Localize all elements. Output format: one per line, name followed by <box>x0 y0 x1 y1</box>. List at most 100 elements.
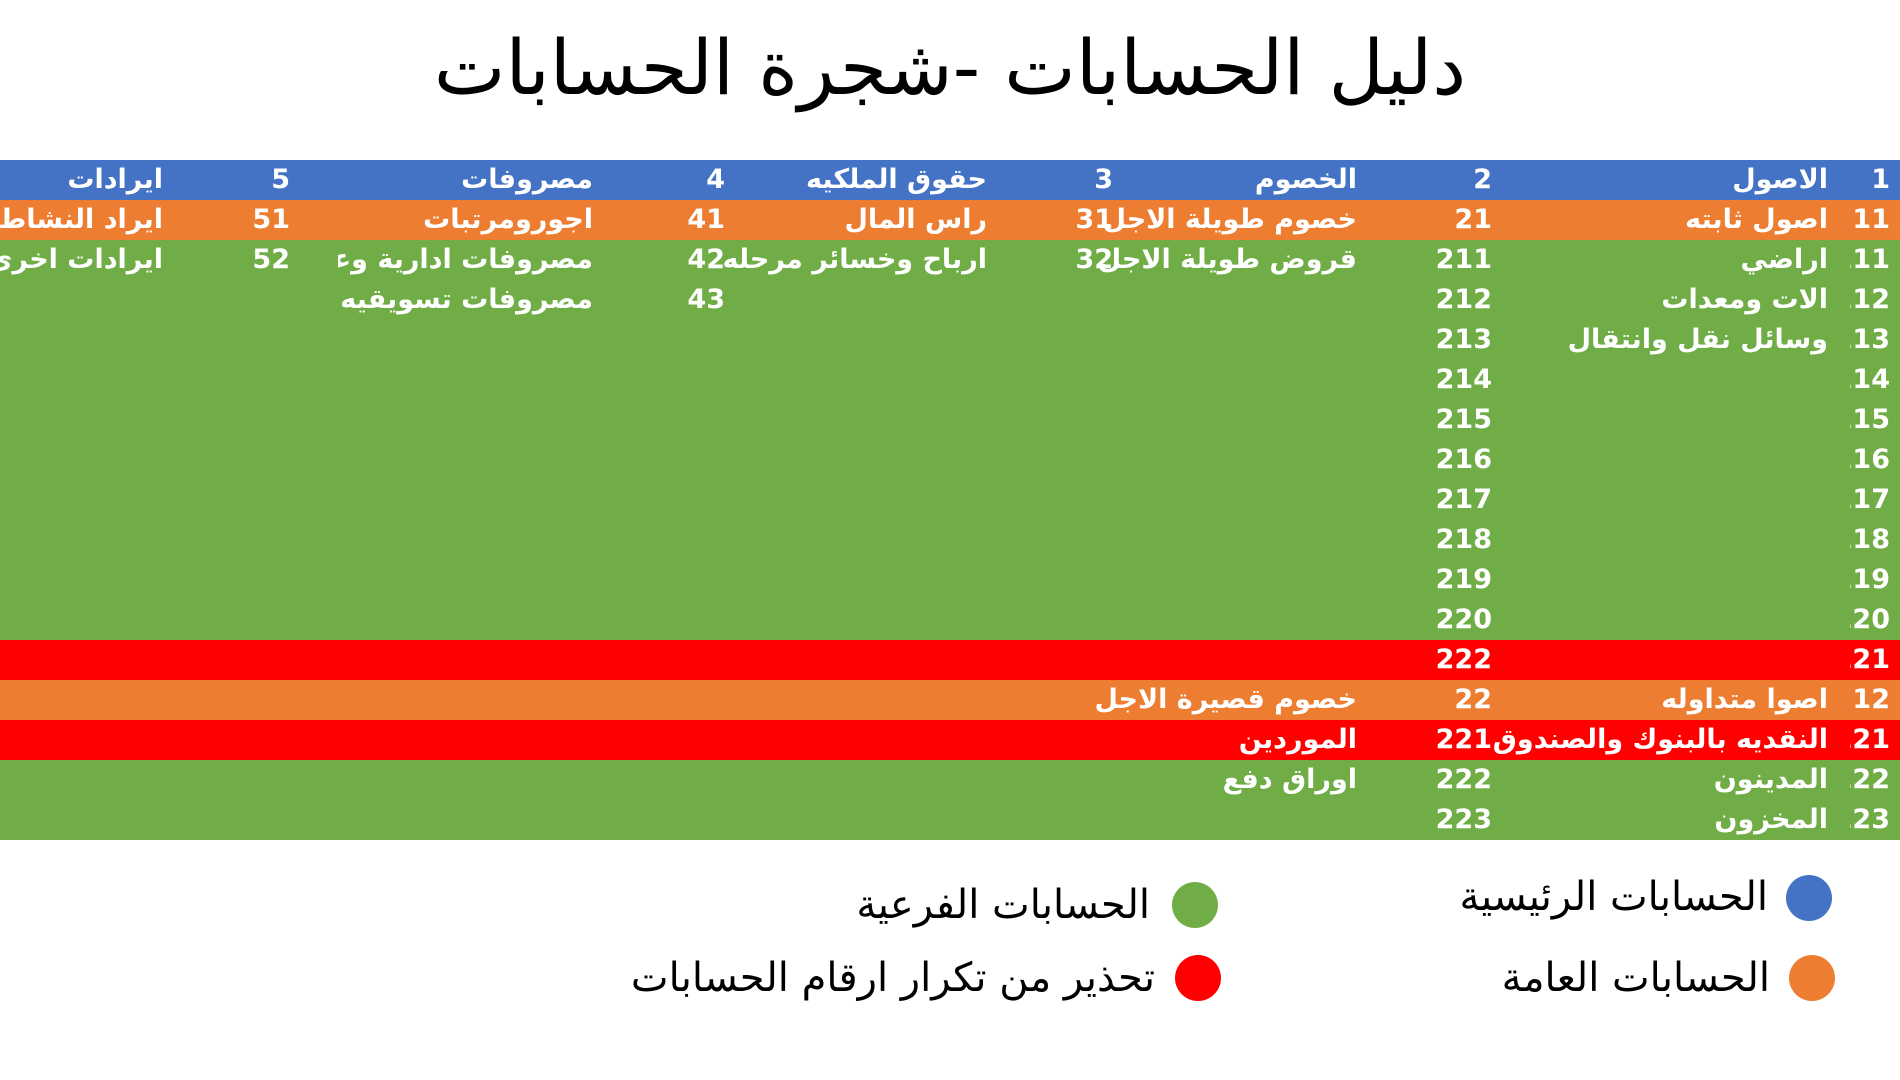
account-name: راس المال <box>844 204 987 235</box>
account-name <box>0 360 163 400</box>
account-name <box>0 760 163 800</box>
account-name <box>338 320 593 360</box>
account-name: المخزون <box>1714 804 1828 835</box>
account-number: 221 <box>1435 724 1492 755</box>
account-name <box>697 320 987 360</box>
account-name <box>0 640 163 680</box>
account-name <box>338 360 593 400</box>
account-name <box>697 400 987 440</box>
table-row: 118 218 <box>0 520 1900 560</box>
legend-main-dot <box>1786 875 1832 921</box>
account-name <box>997 800 1357 840</box>
account-number <box>665 400 725 440</box>
account-number: 43 <box>687 284 725 315</box>
account-name: اجورومرتبات <box>423 204 593 235</box>
account-name: مصروفات ادارية وعمومية <box>338 244 593 275</box>
account-number: 216 <box>1435 444 1492 475</box>
account-name: خصوم قصيرة الاجل <box>1094 684 1357 715</box>
account-name <box>697 600 987 640</box>
account-name: ايرادات <box>67 164 163 195</box>
account-number: 121 <box>1850 724 1890 755</box>
account-number <box>1053 480 1113 520</box>
account-number: 223 <box>1435 804 1492 835</box>
account-number: 4 <box>706 164 725 195</box>
account-number <box>1053 520 1113 560</box>
account-name <box>338 600 593 640</box>
account-number <box>230 480 290 520</box>
account-number <box>230 720 290 760</box>
account-number: 2 <box>1473 164 1492 195</box>
account-number: 12 <box>1852 684 1890 715</box>
account-number <box>230 560 290 600</box>
account-number <box>230 440 290 480</box>
account-number: 41 <box>687 204 725 235</box>
account-number <box>1053 720 1113 760</box>
account-name: اراضي <box>1740 244 1828 275</box>
account-name <box>697 360 987 400</box>
account-number <box>230 640 290 680</box>
account-number: 22 <box>1454 684 1492 715</box>
account-name: خصوم طويلة الاجل <box>1102 204 1357 235</box>
legend-general-dot <box>1789 955 1835 1001</box>
account-number <box>1053 280 1113 320</box>
account-name <box>997 600 1357 640</box>
table-row: 123 المخزون 223 <box>0 800 1900 840</box>
account-number <box>230 760 290 800</box>
account-name <box>697 720 987 760</box>
account-name: قروض طويلة الاجل <box>1097 244 1357 275</box>
account-number: 122 <box>1850 764 1890 795</box>
account-number: 21 <box>1454 204 1492 235</box>
account-number <box>230 280 290 320</box>
account-number <box>1053 440 1113 480</box>
account-number: 117 <box>1850 484 1890 515</box>
account-name <box>338 400 593 440</box>
table-row: 1 الاصول 2 الخصوم 3 حقوق الملكيه 4 مصروفات 5 ايرا… <box>0 160 1900 200</box>
account-number <box>665 360 725 400</box>
account-number <box>1053 680 1113 720</box>
account-number: 218 <box>1435 524 1492 555</box>
account-name <box>997 360 1357 400</box>
table-row: 119 219 <box>0 560 1900 600</box>
account-number <box>665 440 725 480</box>
account-number: 11 <box>1852 204 1890 235</box>
account-number: 114 <box>1850 364 1890 395</box>
account-number: 222 <box>1435 764 1492 795</box>
account-name <box>697 680 987 720</box>
account-name <box>0 440 163 480</box>
account-name: الاصول <box>1732 164 1828 195</box>
account-name: ايراد النشاط <box>0 204 163 235</box>
account-name: الخصوم <box>1254 164 1357 195</box>
account-number: 119 <box>1850 564 1890 595</box>
account-name <box>0 520 163 560</box>
account-name <box>0 320 163 360</box>
account-number: 211 <box>1435 244 1492 275</box>
page-title: دليل الحسابات -شجرة الحسابات <box>433 23 1467 112</box>
account-number: 213 <box>1435 324 1492 355</box>
account-number: 222 <box>1435 644 1492 675</box>
account-name <box>997 320 1357 360</box>
table-row: 117 217 <box>0 480 1900 520</box>
account-number: 113 <box>1850 324 1890 355</box>
account-name <box>338 520 593 560</box>
legend-warning-dot <box>1175 955 1221 1001</box>
account-number <box>230 360 290 400</box>
account-number: 215 <box>1435 404 1492 435</box>
account-number <box>1053 320 1113 360</box>
account-name <box>0 280 163 320</box>
account-number: 217 <box>1435 484 1492 515</box>
account-name <box>338 760 593 800</box>
account-number: 118 <box>1850 524 1890 555</box>
account-name <box>697 480 987 520</box>
account-number <box>1053 400 1113 440</box>
account-number <box>665 520 725 560</box>
account-name <box>0 680 163 720</box>
account-name <box>0 480 163 520</box>
account-number: 111 <box>1850 244 1890 275</box>
account-name: حقوق الملكيه <box>806 164 987 195</box>
account-number: 123 <box>1850 804 1890 835</box>
account-name: مصروفات <box>461 164 593 195</box>
account-name <box>997 560 1357 600</box>
account-name <box>697 640 987 680</box>
account-number: 32 <box>1075 244 1113 275</box>
account-number: 52 <box>252 244 290 275</box>
